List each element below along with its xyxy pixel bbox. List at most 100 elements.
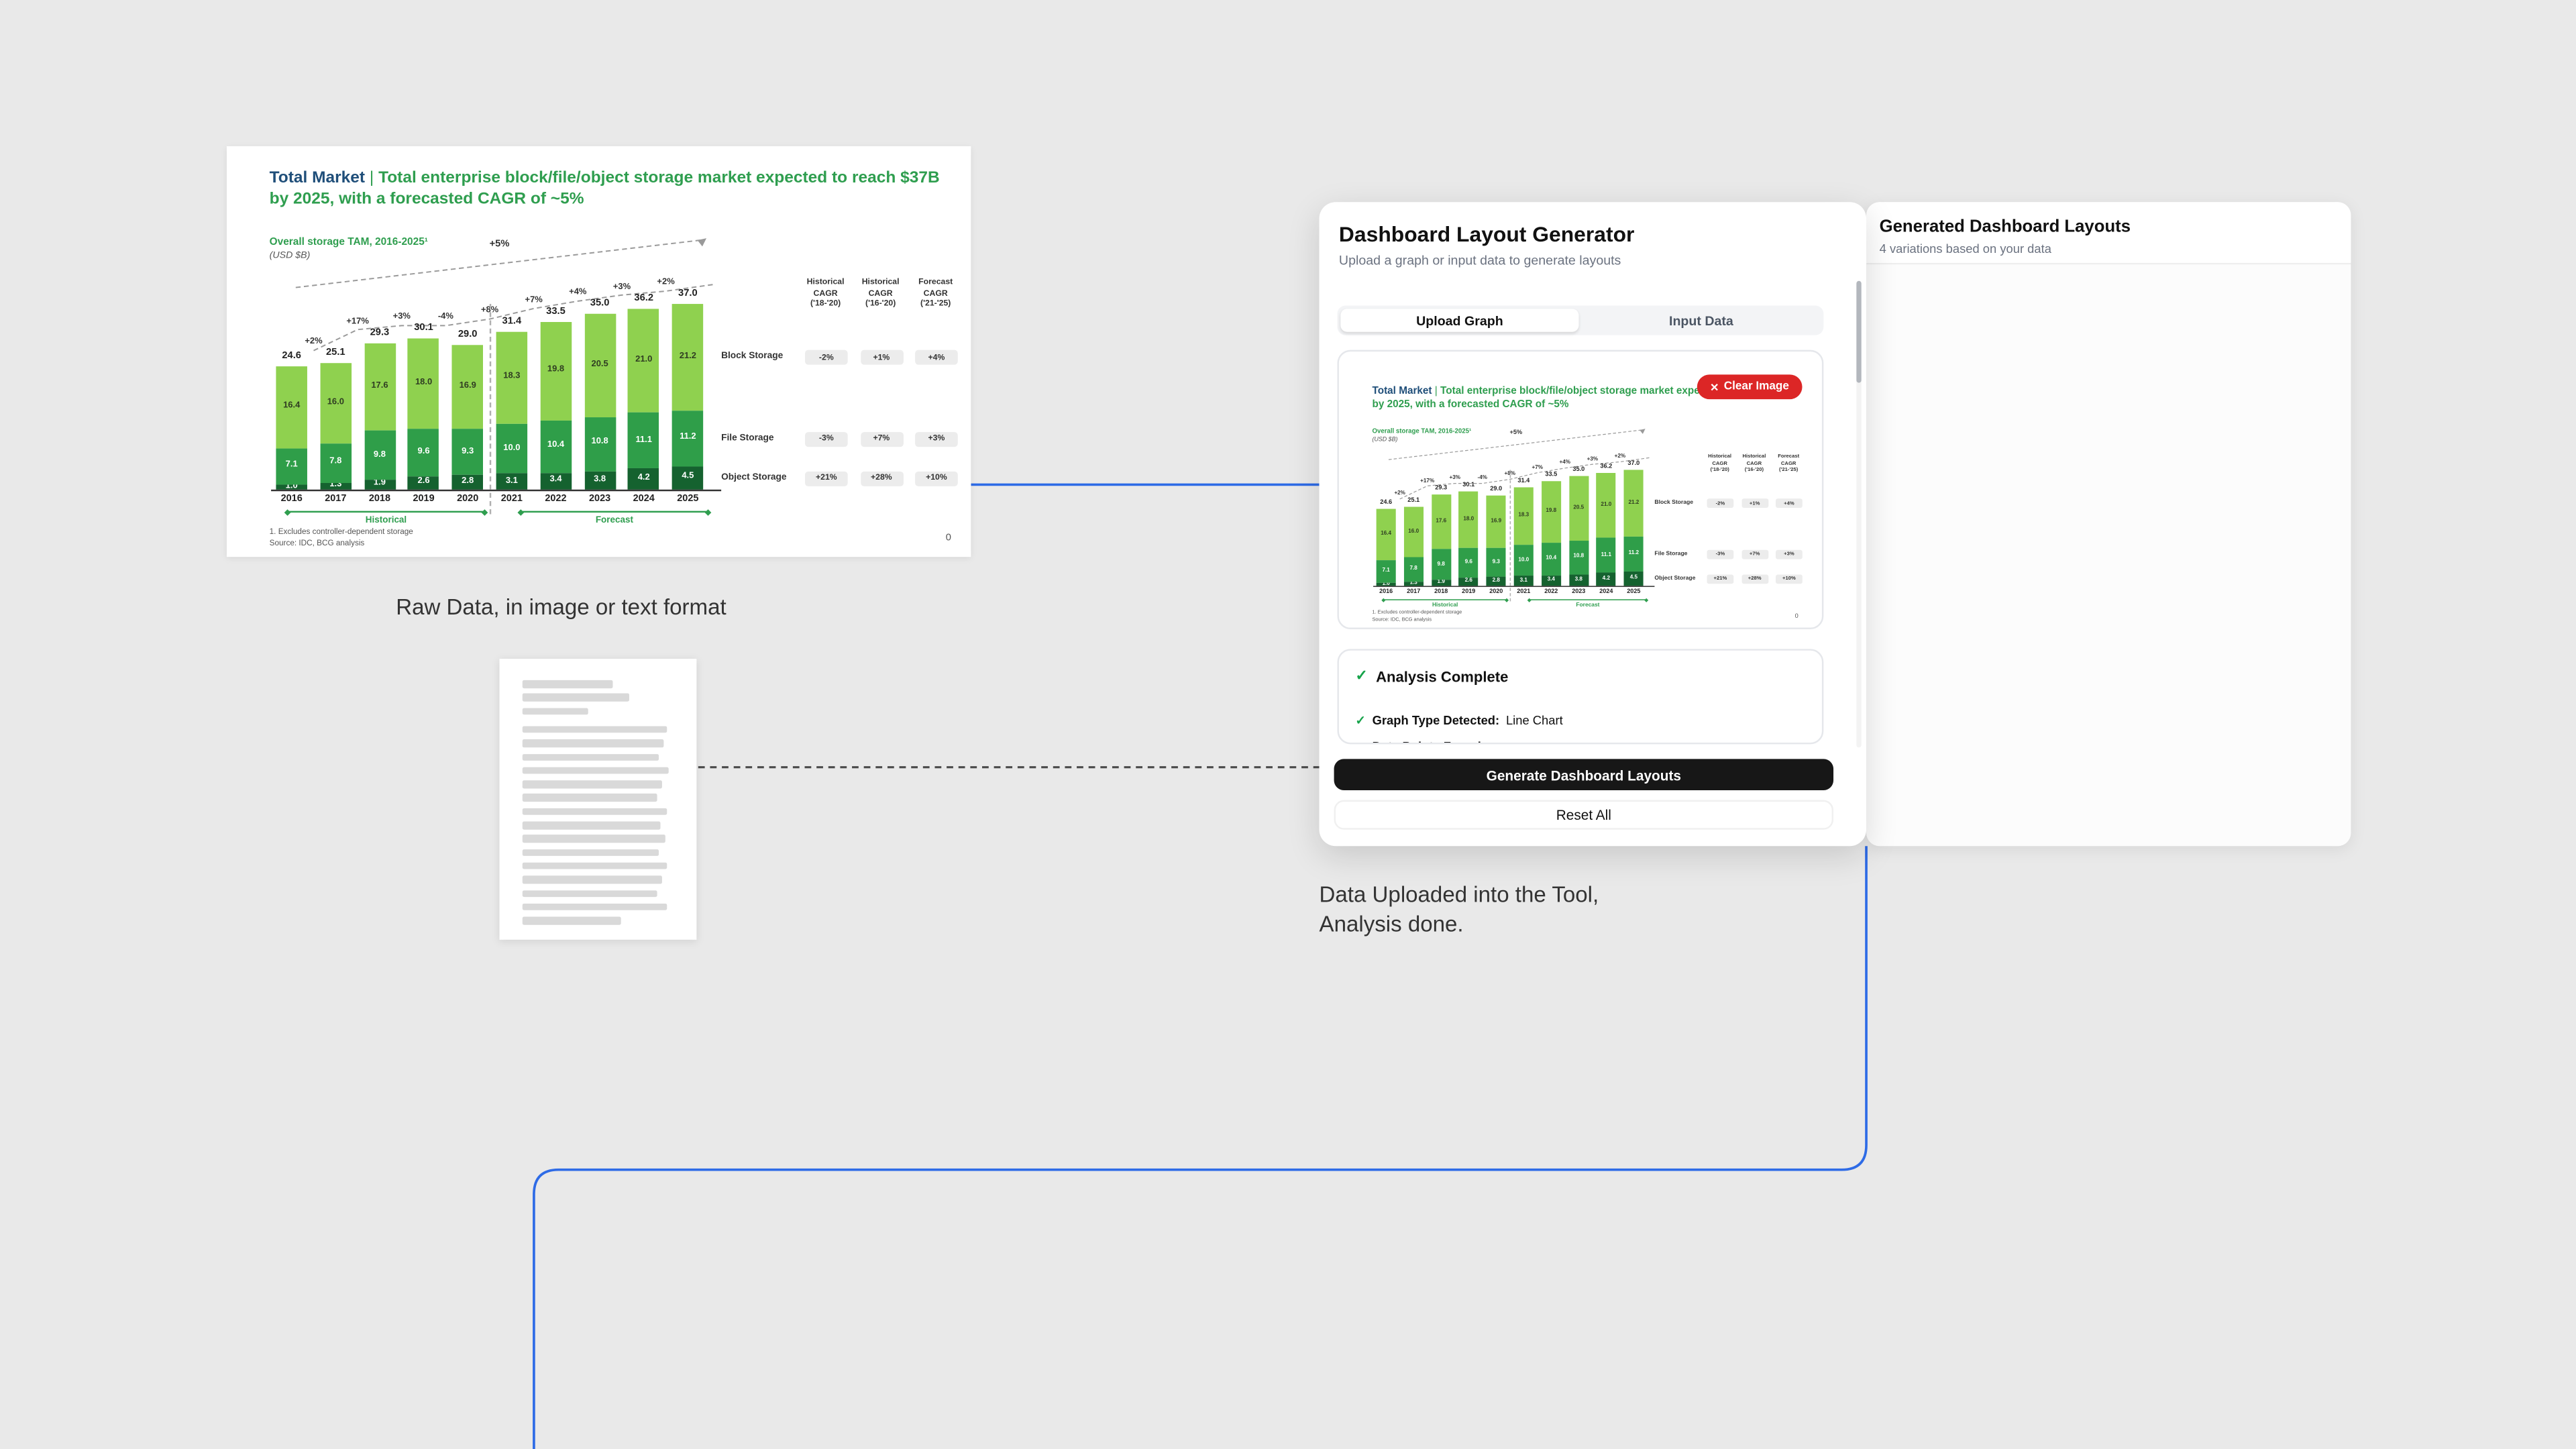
cagr-column-header: Historical CAGR ('16-'20) — [1742, 453, 1766, 474]
bar-segment: 1.0 — [1376, 582, 1396, 586]
cagr-value-pill: +3% — [1776, 549, 1803, 559]
bar-segment: 3.4 — [540, 472, 572, 490]
yoy-growth-label: +2% — [1614, 453, 1626, 460]
cagr-value-pill: +10% — [1776, 574, 1803, 584]
bar-2017: 16.0 7.8 1.3 — [320, 364, 352, 490]
bar-segment: 16.9 — [1486, 495, 1506, 548]
tab-input-data[interactable]: Input Data — [1669, 313, 1733, 328]
cagr-value-pill: -2% — [1707, 498, 1734, 508]
axis-year-label: 2025 — [677, 494, 699, 504]
yoy-growth-label: +17% — [1420, 478, 1435, 484]
bar-segment: 7.1 — [276, 448, 307, 484]
yoy-growth-label: +3% — [612, 282, 631, 292]
cagr-column-header: Forecast CAGR ('21-'25) — [918, 277, 953, 309]
axis-year-label: 2018 — [1434, 588, 1448, 596]
bar-2024: 21.0 11.1 4.2 — [628, 308, 659, 490]
bar-segment: 9.3 — [451, 429, 484, 476]
bar-segment: 11.1 — [1596, 538, 1616, 573]
bar-2016: 16.47.11.0 — [276, 366, 307, 490]
forecast-range: Forecast — [1528, 597, 1648, 608]
bar-segment: 2.8 — [1486, 577, 1506, 586]
yoy-growth-label: +17% — [346, 316, 369, 327]
bar-2022: 19.8 10.4 3.4 — [540, 321, 572, 490]
forecast-range-label: Forecast — [1576, 602, 1600, 608]
bar-total-label: 35.0 — [1572, 467, 1585, 474]
axis-year-label: 2024 — [633, 494, 655, 504]
bar-segment: 9.8 — [364, 431, 396, 480]
page-number: 0 — [1794, 613, 1799, 620]
series-label: Block Storage — [721, 352, 784, 362]
bar-2017: 16.0 7.8 1.3 — [1403, 507, 1424, 586]
analysis-row-data-points: ✓ Data Points Found: — [1355, 739, 1491, 743]
chart-footnote: 1. Excludes controller-dependent storage — [1372, 610, 1462, 616]
cagr-value-pill: +21% — [1707, 574, 1734, 584]
bar-segment: 10.8 — [584, 417, 616, 471]
bar-segment: 10.4 — [540, 420, 572, 473]
bar-segment: 3.4 — [1541, 575, 1561, 586]
bar-segment: 17.6 — [364, 342, 396, 431]
document-text-line — [522, 680, 613, 688]
document-text-line — [522, 694, 629, 702]
axis-year-label: 2016 — [280, 494, 303, 504]
bar-segment: 11.1 — [628, 413, 659, 469]
cagr-value-pill: -3% — [1707, 549, 1734, 559]
historical-range-label: Historical — [365, 515, 407, 525]
scrollbar-track[interactable] — [1856, 280, 1862, 748]
bar-2020: 16.9 9.3 2.8 — [451, 344, 484, 490]
cagr-value-pill: -3% — [805, 431, 848, 447]
bar-segment: 10.4 — [1541, 543, 1561, 576]
analysis-card: ✓ Analysis Complete ✓ Graph Type Detecte… — [1337, 649, 1824, 745]
analysis-row-label: Graph Type Detected: — [1372, 712, 1500, 728]
bar-total-label: 33.5 — [1545, 472, 1558, 478]
bar-segment: 20.5 — [584, 314, 616, 417]
overall-cagr-label: +5% — [1509, 429, 1523, 436]
cagr-column-header: Historical CAGR ('18-'20) — [806, 277, 845, 309]
document-text-line — [522, 767, 669, 775]
generate-dashboard-layouts-button[interactable]: Generate Dashboard Layouts — [1334, 759, 1834, 790]
series-label: Object Storage — [721, 472, 787, 483]
tab-upload-graph[interactable]: Upload Graph — [1340, 309, 1579, 332]
cagr-value-pill: +28% — [1741, 574, 1768, 584]
cagr-value-pill: +1% — [860, 350, 903, 366]
generated-layouts-title: Generated Dashboard Layouts — [1879, 217, 2131, 237]
yoy-growth-label: +3% — [392, 312, 411, 323]
bar-segment: 4.2 — [628, 468, 659, 490]
yoy-growth-label: +8% — [480, 305, 499, 316]
cagr-value-pill: +7% — [860, 431, 903, 447]
bar-total-label: 29.0 — [458, 329, 478, 339]
reset-all-button[interactable]: Reset All — [1334, 800, 1834, 830]
raw-data-caption: Raw Data, in image or text format — [396, 594, 727, 620]
bar-segment: 18.3 — [1513, 487, 1534, 545]
axis-year-label: 2024 — [1599, 588, 1613, 596]
bar-segment: 17.6 — [1431, 494, 1451, 549]
bar-total-label: 36.2 — [1600, 463, 1613, 470]
check-icon: ✓ — [1355, 712, 1366, 728]
bar-segment: 3.8 — [584, 470, 616, 490]
chart-title-prefix: Total Market — [269, 169, 366, 188]
scrollbar-thumb[interactable] — [1856, 280, 1862, 383]
bar-2019: 18.0 9.6 2.6 — [1458, 491, 1479, 586]
bar-2018: 17.6 9.8 1.9 — [364, 342, 396, 490]
analysis-row-label: Data Points Found: — [1373, 739, 1485, 743]
bar-2021: 18.3 10.0 3.1 — [496, 332, 528, 490]
clear-image-button[interactable]: ✕ Clear Image — [1697, 374, 1803, 400]
document-text-line — [522, 849, 659, 857]
x-axis-line — [271, 489, 722, 492]
bar-total-label: 29.3 — [370, 327, 390, 338]
historical-range: Historical — [1382, 597, 1508, 608]
cagr-value-pill: -2% — [805, 350, 848, 366]
bar-total-label: 37.0 — [1627, 460, 1640, 468]
document-text-line — [522, 903, 667, 911]
bar-segment: 7.8 — [1403, 557, 1424, 582]
uploaded-graph-preview: Total Market | Total enterprise block/fi… — [1337, 350, 1824, 629]
series-label: File Storage — [721, 433, 774, 443]
bar-total-label: 35.0 — [590, 299, 610, 310]
growth-trend-lines — [1388, 429, 1650, 500]
page-number: 0 — [945, 533, 951, 544]
bar-segment: 21.2 — [1623, 470, 1644, 537]
bar-2025: 21.2 11.2 4.5 — [672, 304, 704, 490]
bar-2018: 17.6 9.8 1.9 — [1431, 494, 1451, 586]
axis-year-label: 2017 — [325, 494, 347, 504]
